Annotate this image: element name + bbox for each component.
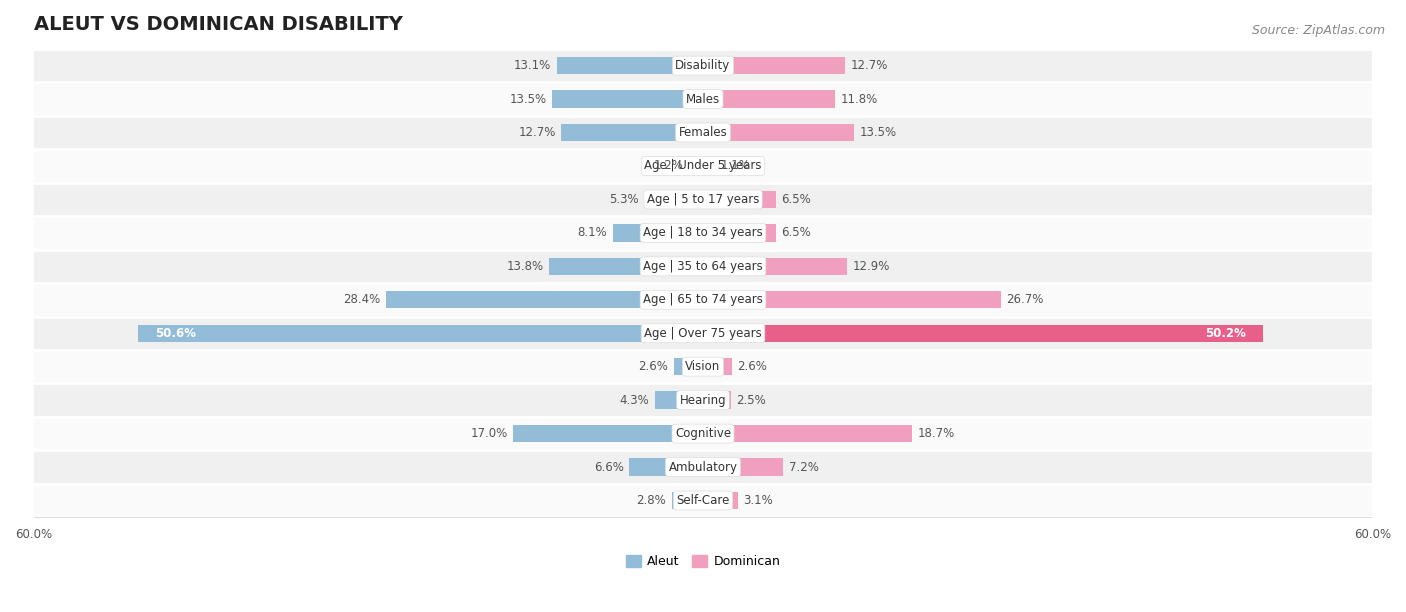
Text: 8.1%: 8.1% (578, 226, 607, 239)
Bar (34, 417, 1372, 450)
Bar (703, 425, 911, 442)
Text: 18.7%: 18.7% (917, 427, 955, 440)
Text: Females: Females (679, 126, 727, 139)
Bar (703, 224, 776, 242)
Bar (557, 57, 703, 74)
Text: ALEUT VS DOMINICAN DISABILITY: ALEUT VS DOMINICAN DISABILITY (34, 15, 402, 34)
Text: 1.1%: 1.1% (721, 160, 751, 173)
Text: Age | 18 to 34 years: Age | 18 to 34 years (643, 226, 763, 239)
Bar (34, 49, 1372, 83)
Text: 28.4%: 28.4% (343, 293, 381, 306)
Bar (613, 224, 703, 242)
Text: 26.7%: 26.7% (1007, 293, 1043, 306)
Bar (703, 358, 733, 375)
Bar (703, 324, 1263, 342)
Bar (644, 191, 703, 208)
Text: Age | Under 5 years: Age | Under 5 years (644, 160, 762, 173)
Bar (34, 216, 1372, 250)
Text: 12.9%: 12.9% (852, 260, 890, 273)
Text: 50.6%: 50.6% (155, 327, 197, 340)
Text: 2.6%: 2.6% (638, 360, 668, 373)
Bar (34, 283, 1372, 316)
Text: Source: ZipAtlas.com: Source: ZipAtlas.com (1251, 24, 1385, 37)
Bar (138, 324, 703, 342)
Text: Age | 5 to 17 years: Age | 5 to 17 years (647, 193, 759, 206)
Text: 13.5%: 13.5% (509, 92, 547, 106)
Bar (34, 383, 1372, 417)
Bar (703, 57, 845, 74)
Text: 13.1%: 13.1% (515, 59, 551, 72)
Bar (655, 392, 703, 409)
Bar (548, 258, 703, 275)
Legend: Aleut, Dominican: Aleut, Dominican (621, 550, 785, 573)
Bar (703, 157, 716, 174)
Text: Disability: Disability (675, 59, 731, 72)
Bar (703, 258, 846, 275)
Text: Cognitive: Cognitive (675, 427, 731, 440)
Text: 1.2%: 1.2% (654, 160, 685, 173)
Bar (34, 316, 1372, 350)
Bar (34, 116, 1372, 149)
Text: Hearing: Hearing (679, 394, 727, 406)
Bar (703, 124, 853, 141)
Bar (34, 350, 1372, 383)
Bar (630, 458, 703, 476)
Text: 6.5%: 6.5% (782, 226, 811, 239)
Bar (561, 124, 703, 141)
Text: 50.2%: 50.2% (1205, 327, 1246, 340)
Text: 11.8%: 11.8% (841, 92, 877, 106)
Text: 6.6%: 6.6% (593, 460, 624, 474)
Text: 12.7%: 12.7% (851, 59, 887, 72)
Text: Vision: Vision (685, 360, 721, 373)
Text: Age | Over 75 years: Age | Over 75 years (644, 327, 762, 340)
Text: Males: Males (686, 92, 720, 106)
Bar (34, 183, 1372, 216)
Bar (34, 250, 1372, 283)
Bar (703, 492, 738, 509)
Bar (703, 458, 783, 476)
Text: Age | 35 to 64 years: Age | 35 to 64 years (643, 260, 763, 273)
Text: 13.5%: 13.5% (859, 126, 897, 139)
Text: Age | 65 to 74 years: Age | 65 to 74 years (643, 293, 763, 306)
Bar (513, 425, 703, 442)
Bar (673, 358, 703, 375)
Bar (672, 492, 703, 509)
Text: 2.5%: 2.5% (737, 394, 766, 406)
Text: 3.1%: 3.1% (744, 494, 773, 507)
Text: 2.8%: 2.8% (637, 494, 666, 507)
Text: 12.7%: 12.7% (519, 126, 555, 139)
Bar (703, 91, 835, 108)
Text: 5.3%: 5.3% (609, 193, 638, 206)
Text: 2.6%: 2.6% (738, 360, 768, 373)
Text: 6.5%: 6.5% (782, 193, 811, 206)
Text: 7.2%: 7.2% (789, 460, 818, 474)
Bar (703, 191, 776, 208)
Bar (34, 450, 1372, 483)
Text: Self-Care: Self-Care (676, 494, 730, 507)
Bar (34, 83, 1372, 116)
Text: 13.8%: 13.8% (506, 260, 544, 273)
Bar (689, 157, 703, 174)
Bar (703, 291, 1001, 308)
Bar (387, 291, 703, 308)
Bar (703, 392, 731, 409)
Bar (34, 149, 1372, 183)
Bar (553, 91, 703, 108)
Text: Ambulatory: Ambulatory (668, 460, 738, 474)
Bar (34, 483, 1372, 517)
Text: 17.0%: 17.0% (471, 427, 508, 440)
Text: 4.3%: 4.3% (620, 394, 650, 406)
